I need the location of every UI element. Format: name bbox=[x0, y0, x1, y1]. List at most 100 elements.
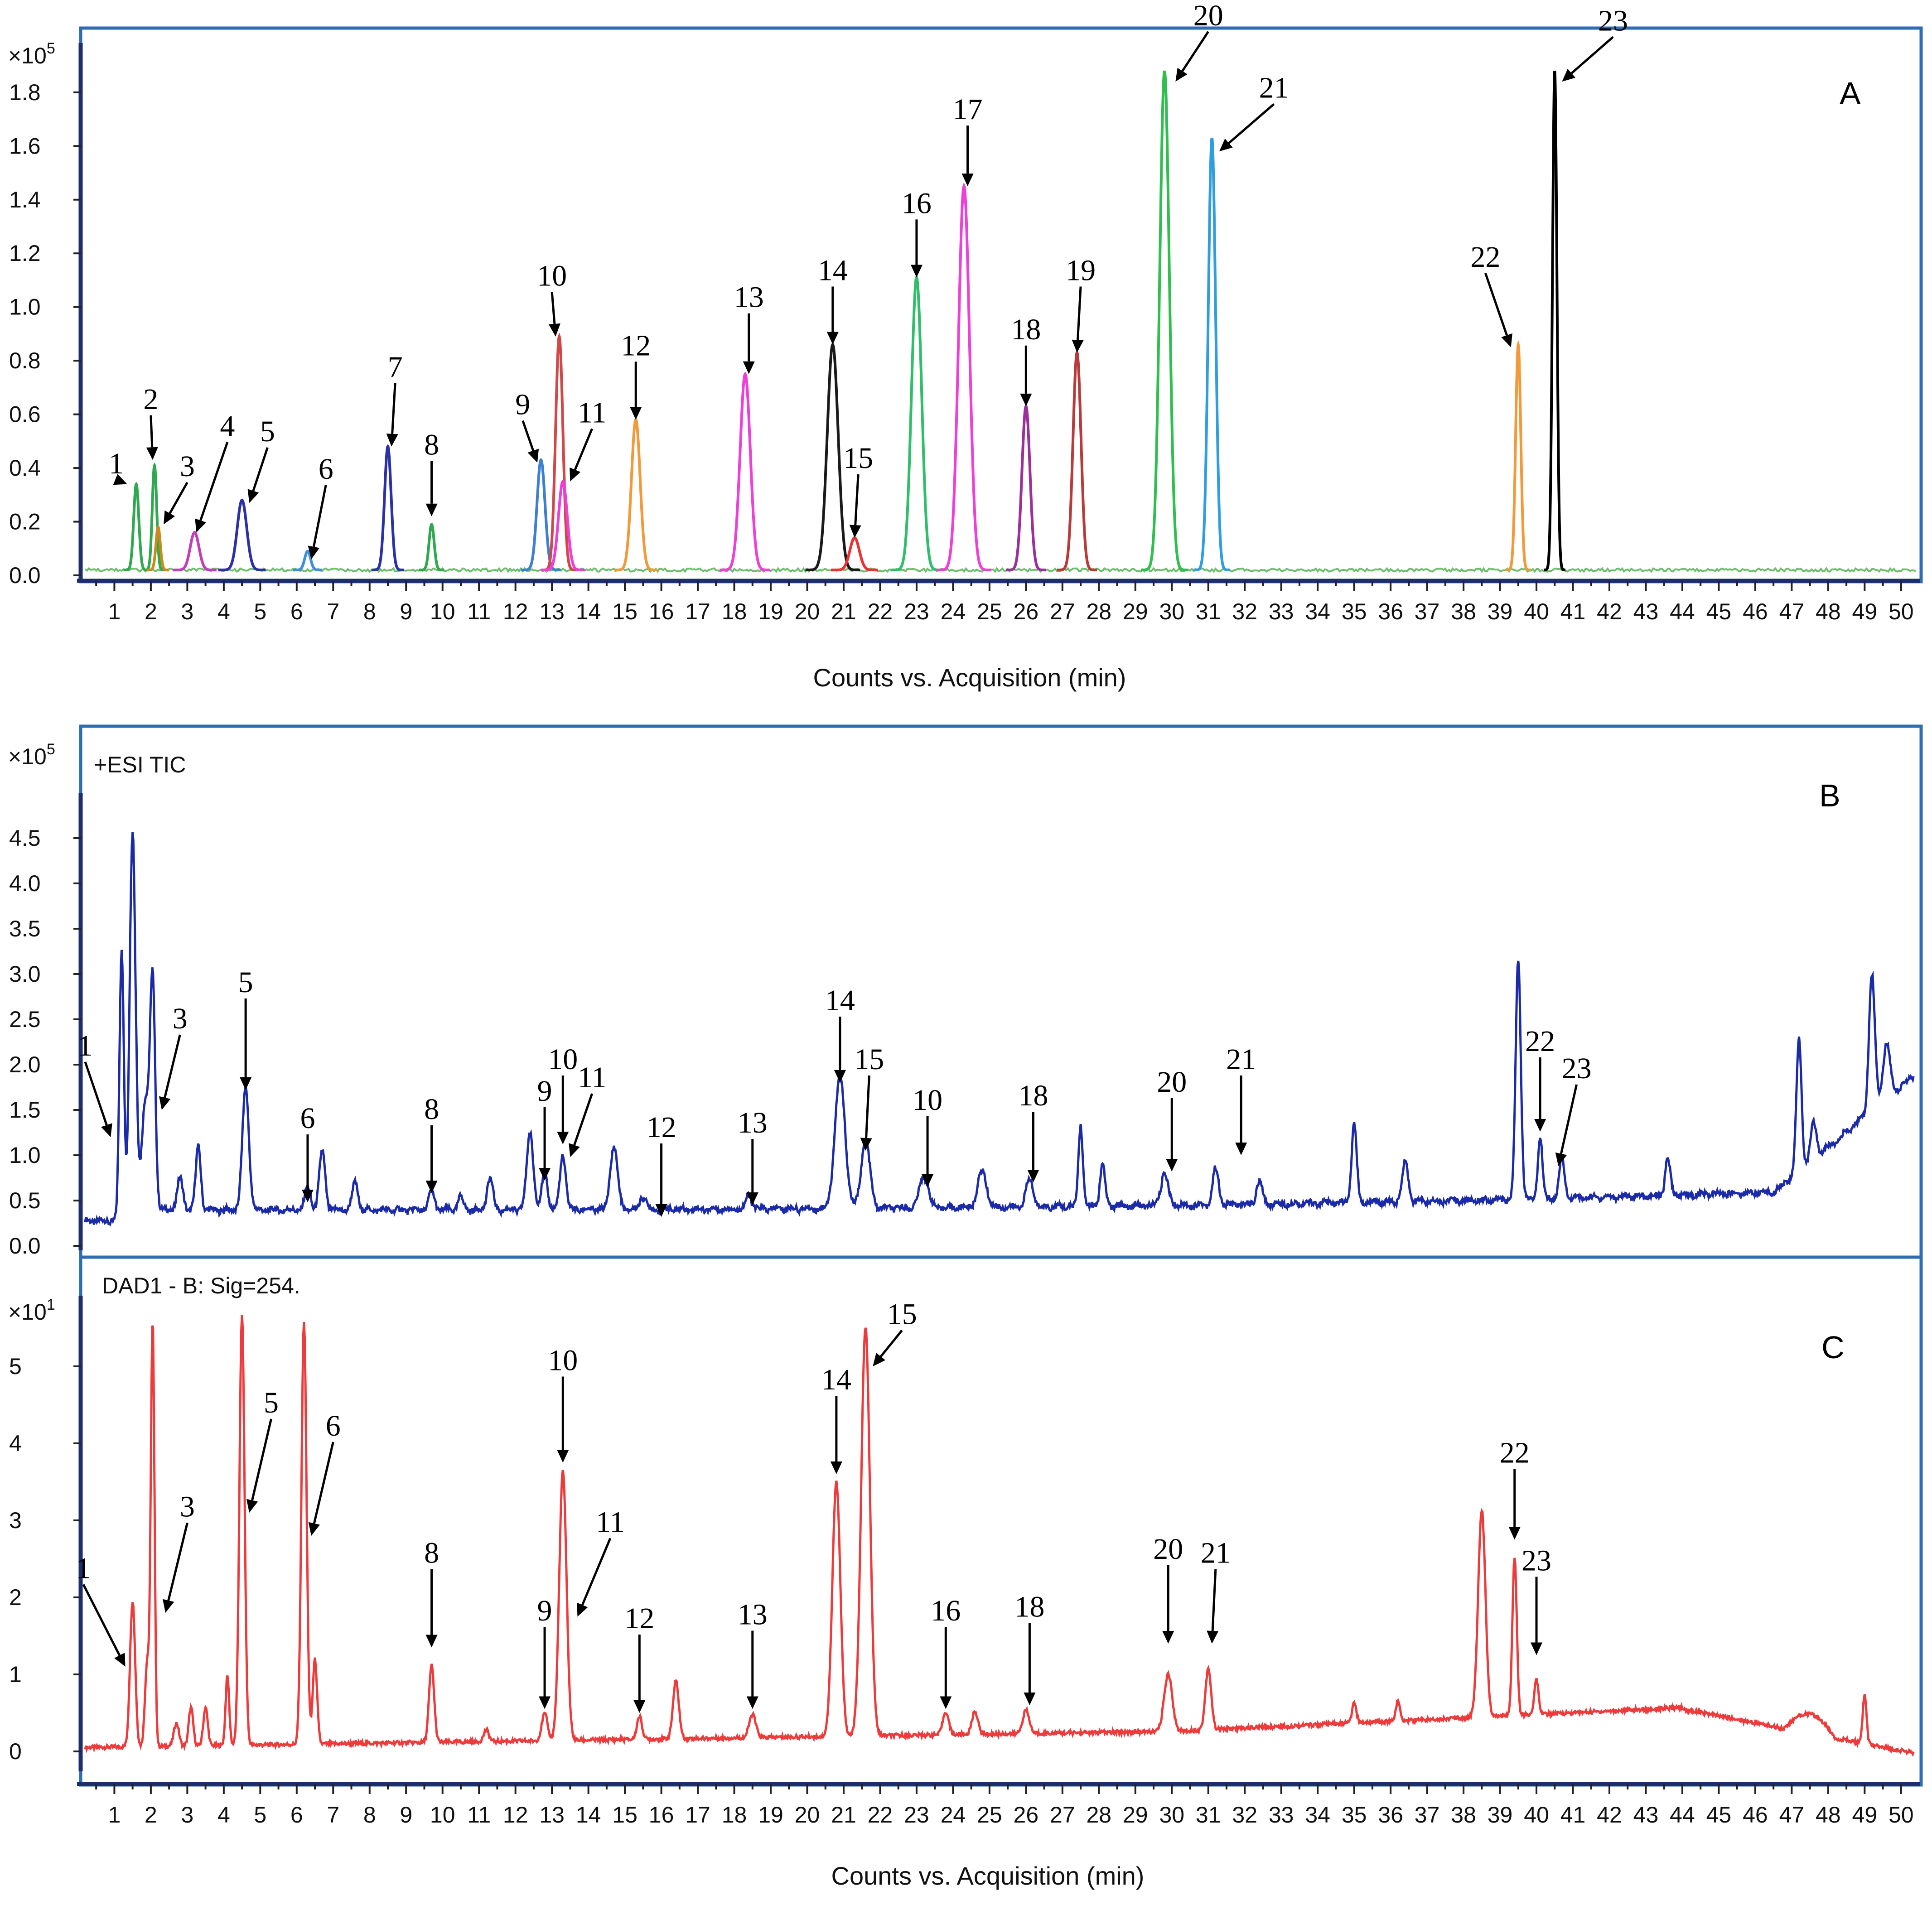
panel-a-x-tick-label: 39 bbox=[1488, 599, 1513, 624]
panel-b-tic-trace bbox=[84, 832, 1915, 1227]
panel-a-peak-arrow bbox=[150, 415, 154, 448]
panel-b-peak-arrow bbox=[573, 1093, 594, 1146]
panel-b-peak-arrowhead bbox=[425, 1181, 438, 1193]
panel-c-peak-arrowhead bbox=[746, 1696, 758, 1709]
panel-c-peak-label: 11 bbox=[596, 1506, 625, 1539]
panel-c-peak-arrowhead bbox=[539, 1696, 551, 1709]
panel-b-peak-arrowhead bbox=[1235, 1143, 1247, 1155]
panel-a-peak-arrowhead bbox=[308, 545, 320, 559]
panel-b-y-axis: 0.0 0.5 1.0 1.5 2.0 2.5 3.0 3.5 4.0 4.5 bbox=[9, 793, 83, 1259]
panel-b-peak-label: 3 bbox=[173, 1002, 188, 1035]
panel-b-y-tick-label: 2.0 bbox=[9, 1052, 41, 1077]
panel-c-trace-label: DAD1 - B: Sig=254. bbox=[102, 1273, 300, 1298]
panel-c-x-tick-label: 19 bbox=[758, 1802, 783, 1828]
panel-b-letter: B bbox=[1819, 778, 1840, 813]
panel-a-peak-arrowhead bbox=[961, 174, 974, 187]
panel-a-peak-label: 14 bbox=[818, 254, 848, 287]
panel-b-peak-arrowhead bbox=[922, 1174, 934, 1187]
panel-a-peak-label: 3 bbox=[180, 450, 195, 483]
panel-a-peak-arrowhead bbox=[910, 265, 923, 278]
panel-c-x-tick-label: 7 bbox=[327, 1802, 339, 1828]
panel-a-peak-18 bbox=[1006, 403, 1046, 572]
panel-a-peak-7 bbox=[371, 444, 404, 572]
panel-c-x-tick-label: 42 bbox=[1597, 1802, 1622, 1828]
panel-a-peak-label: 12 bbox=[621, 329, 651, 362]
panel-a-y-tick-label: 1.2 bbox=[9, 241, 41, 266]
panel-a-peak-label: 17 bbox=[953, 93, 983, 126]
panel-c-x-tick-label: 18 bbox=[722, 1802, 747, 1828]
panel-a-peak-arrow bbox=[169, 482, 188, 514]
panel-a-x-tick-label: 11 bbox=[467, 599, 491, 624]
panel-a-peak-14 bbox=[805, 342, 860, 572]
panel-b-y-tick-label: 4.0 bbox=[9, 871, 41, 896]
panel-a-traces bbox=[84, 70, 1916, 574]
panel-a-peak-arrow bbox=[522, 420, 535, 451]
panel-c-y-tick-label: 2 bbox=[9, 1585, 22, 1610]
panel-a-peak-9 bbox=[521, 458, 561, 572]
panel-a-x-tick-label: 16 bbox=[649, 599, 674, 624]
panel-c-peak-arrow bbox=[167, 1522, 188, 1601]
panel-b-peak-label: 13 bbox=[738, 1106, 768, 1139]
panel-a-peak-label: 11 bbox=[578, 396, 607, 429]
panel-b-peak-label: 20 bbox=[1157, 1066, 1187, 1099]
panel-a-peak-arrowhead bbox=[1219, 139, 1233, 152]
panel-a-x-tick-label: 31 bbox=[1196, 599, 1221, 624]
panel-b-y-tick-label: 3.0 bbox=[9, 961, 41, 987]
panel-b-peak-label: 12 bbox=[647, 1111, 676, 1144]
panel-a-peak-arrow bbox=[391, 383, 396, 434]
panel-c-dad-trace bbox=[84, 1315, 1915, 1757]
panel-a-x-tick-label: 25 bbox=[977, 599, 1002, 624]
panel-a-peak-arrow bbox=[1570, 36, 1614, 74]
panel-a-x-tick-label: 15 bbox=[612, 599, 638, 624]
panel-a-peak-arrowhead bbox=[1072, 339, 1084, 353]
panel-c-peak-label: 16 bbox=[931, 1594, 961, 1627]
panel-c-peak-arrowhead bbox=[830, 1461, 842, 1474]
panel-a-x-tick-label: 8 bbox=[363, 599, 376, 624]
panel-b-peak-arrow bbox=[164, 1034, 181, 1098]
panel-c-peak-label: 8 bbox=[424, 1537, 439, 1570]
panel-b-peak-label: 14 bbox=[825, 984, 855, 1017]
panel-a-peak-arrowhead bbox=[570, 467, 581, 482]
panel-a-peak-label: 19 bbox=[1066, 254, 1096, 287]
panel-a-y-tick-label: 1.6 bbox=[9, 133, 41, 159]
panel-c-peak-label: 12 bbox=[624, 1602, 654, 1635]
panel-a-x-tick-label: 38 bbox=[1451, 599, 1476, 624]
panel-a-peak-3 bbox=[147, 525, 169, 572]
panel-c-peak-arrowhead bbox=[633, 1700, 646, 1713]
panel-a-peak-label: 15 bbox=[843, 442, 873, 475]
panel-b-peak-arrowhead bbox=[1534, 1119, 1546, 1132]
panel-a-peak-label: 16 bbox=[902, 187, 932, 220]
panel-c-x-tick-label: 28 bbox=[1086, 1802, 1111, 1828]
panel-c-peak-arrowhead bbox=[425, 1635, 438, 1648]
panel-c-x-tick-label: 10 bbox=[430, 1802, 455, 1828]
panel-b-peak-arrow bbox=[1560, 1084, 1578, 1154]
panel-c-peak-arrow bbox=[581, 1538, 612, 1606]
panel-c-x-tick-label: 33 bbox=[1269, 1802, 1294, 1828]
panel-a-y-axis: 0.0 0.2 0.4 0.6 0.8 1.0 1.2 1.4 1.6 1.8 bbox=[9, 43, 83, 588]
panel-c-x-tick-label: 15 bbox=[612, 1802, 638, 1828]
panel-a-peak-arrowhead bbox=[1501, 333, 1512, 347]
panel-c-letter: C bbox=[1821, 1330, 1845, 1365]
panel-c-x-tick-label: 13 bbox=[539, 1802, 565, 1828]
panel-a-x-tick-label: 33 bbox=[1269, 599, 1294, 624]
panel-a-x-tick-label: 50 bbox=[1889, 599, 1914, 624]
panel-b-peak-arrowhead bbox=[159, 1096, 171, 1110]
panel-a-y-tick-label: 0.2 bbox=[9, 509, 41, 535]
panel-c-x-tick-label: 29 bbox=[1123, 1802, 1148, 1828]
panel-c-peak-arrow bbox=[313, 1442, 334, 1524]
panel-a-x-tick-label: 40 bbox=[1524, 599, 1549, 624]
panel-a-y-tick-label: 1.0 bbox=[9, 294, 41, 320]
panel-a-x-tick-label: 14 bbox=[576, 599, 601, 624]
panel-c-y-multiplier: ×101 bbox=[8, 1296, 55, 1325]
panel-c-peak-label: 15 bbox=[887, 1298, 917, 1331]
panel-a-x-tick-label: 29 bbox=[1123, 599, 1148, 624]
panel-c-x-tick-label: 16 bbox=[649, 1802, 674, 1828]
panel-b-peak-label: 15 bbox=[854, 1043, 884, 1076]
panel-b-peak-arrowhead bbox=[301, 1190, 314, 1202]
panel-c-x-tick-label: 35 bbox=[1342, 1802, 1367, 1828]
panel-c-x-tick-label: 38 bbox=[1451, 1802, 1476, 1828]
